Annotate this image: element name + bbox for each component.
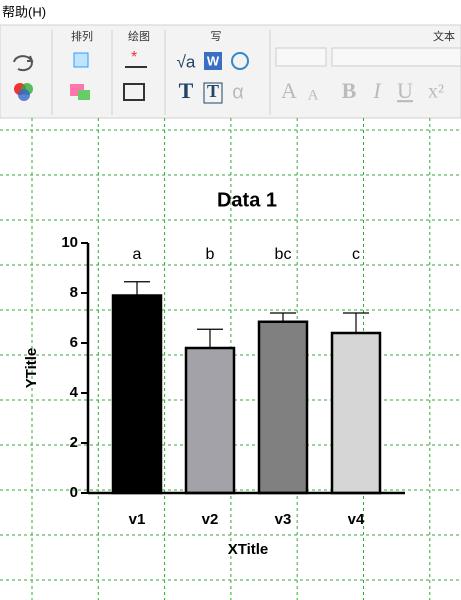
icon[interactable]: x² [428,81,444,103]
bar [257,320,309,495]
icon [78,90,90,100]
annotation: c [352,246,360,263]
icon [203,82,223,104]
icon[interactable]: T [179,78,194,103]
x-tick-label: v1 [129,511,146,528]
group-label: 文本 [433,29,455,43]
y-tick-label: 2 [70,434,78,451]
icon[interactable] [204,52,222,70]
combo-box[interactable] [275,47,327,67]
y-axis-title: YTitle [23,348,40,389]
bar [111,294,163,495]
menu-item[interactable]: 帮助(H) [2,4,46,19]
icon[interactable]: I [372,78,382,103]
icon[interactable]: B [342,78,357,103]
bar [330,331,382,495]
icon[interactable]: √a [177,52,196,71]
annotation: b [206,246,215,263]
icon [18,89,30,101]
y-tick-label: 0 [70,484,78,501]
y-tick-label: 4 [70,384,79,401]
icon: W [207,53,220,68]
group-label: 排列 [71,29,93,43]
icon[interactable]: T [207,81,219,101]
bar [184,346,236,495]
annotation: bc [275,246,292,263]
x-axis-title: XTitle [228,541,269,558]
icon[interactable] [231,52,249,70]
x-tick-label: v2 [202,511,219,528]
group-label: 写 [211,31,222,43]
annotation: a [133,246,142,263]
y-tick-label: 8 [70,284,78,301]
combo-box[interactable] [331,47,461,67]
y-tick-label: 10 [61,234,78,251]
toolbar [0,24,461,119]
x-tick-label: v4 [348,511,365,528]
icon[interactable] [13,55,34,72]
menu-bar [0,0,461,25]
icon[interactable]: A [308,87,319,103]
icon[interactable]: A [281,78,297,103]
icon[interactable]: * [131,49,137,66]
icon[interactable]: U [397,78,413,103]
group-label: 绘图 [128,29,150,43]
x-tick-label: v3 [275,511,292,528]
icon[interactable] [73,52,89,68]
chart-title: Data 1 [217,189,277,211]
separators [51,30,271,115]
y-tick-label: 6 [70,334,78,351]
icon[interactable] [123,83,145,101]
icon[interactable]: α [232,81,244,103]
